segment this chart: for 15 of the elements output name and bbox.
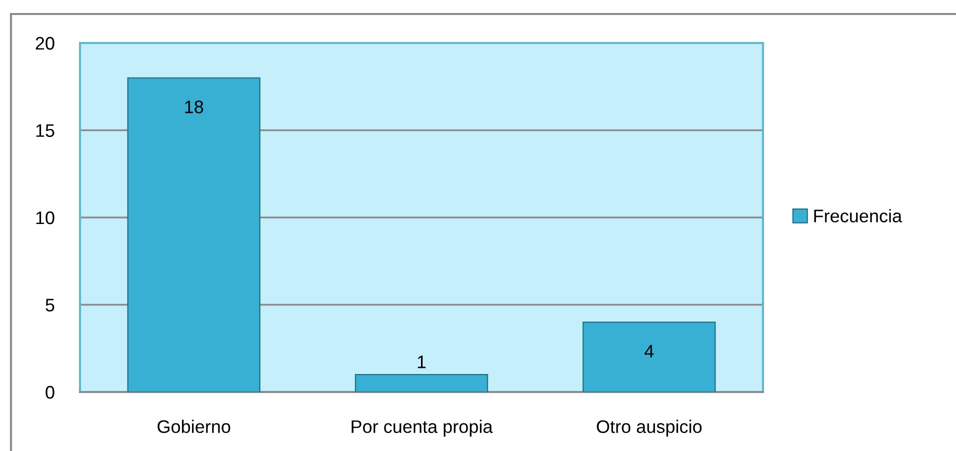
bar <box>354 374 488 392</box>
y-tick-label: 10 <box>36 211 54 224</box>
x-tick-label: Por cuenta propia <box>352 420 493 437</box>
data-label: 4 <box>644 345 654 358</box>
y-tick-label: 5 <box>46 298 54 312</box>
y-tick-label: 20 <box>36 36 54 50</box>
x-tick-label: Otro auspicio <box>596 420 702 437</box>
data-label: 18 <box>185 100 204 114</box>
x-tick-label: Gobierno <box>158 420 230 434</box>
y-tick-label: 0 <box>46 386 54 399</box>
data-label: 1 <box>418 356 426 368</box>
legend-label: Frecuencia <box>814 209 902 222</box>
bar <box>582 322 716 392</box>
bar <box>127 77 260 392</box>
y-tick-label: 15 <box>36 124 54 137</box>
